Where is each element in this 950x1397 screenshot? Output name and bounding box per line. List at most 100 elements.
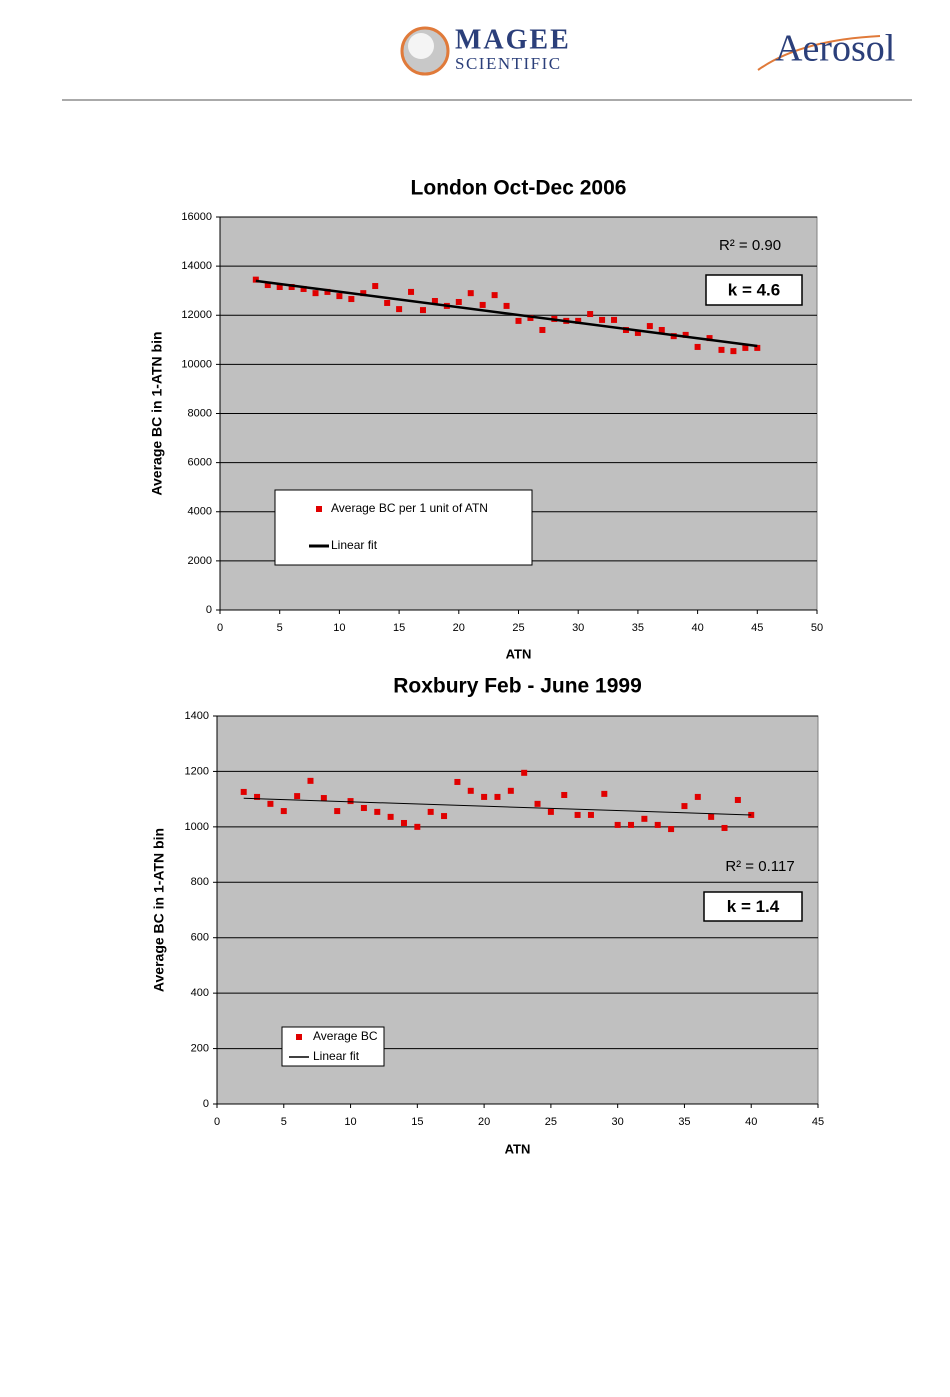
y-tick-label: 12000 <box>181 309 212 321</box>
data-point <box>336 293 343 300</box>
x-tick-label: 5 <box>281 1116 287 1128</box>
data-point <box>654 821 661 828</box>
data-point <box>334 808 341 815</box>
data-point <box>694 793 701 800</box>
data-point <box>507 787 514 794</box>
data-point <box>721 824 728 831</box>
data-point <box>455 298 462 305</box>
data-point <box>288 284 295 291</box>
x-tick-label: 20 <box>478 1116 490 1128</box>
data-point <box>521 769 528 776</box>
data-point <box>360 805 367 812</box>
y-tick-label: 0 <box>203 1098 209 1110</box>
legend-swatch <box>296 1034 302 1040</box>
data-point <box>441 813 448 820</box>
data-point <box>515 317 522 324</box>
data-point <box>254 793 261 800</box>
y-tick-label: 800 <box>191 876 209 888</box>
data-point <box>384 299 391 306</box>
data-point <box>267 800 274 807</box>
y-tick-label: 400 <box>191 987 209 999</box>
y-axis-label: Average BC in 1-ATN bin <box>151 828 167 992</box>
data-point <box>467 787 474 794</box>
data-point <box>574 811 581 818</box>
data-point <box>396 306 403 313</box>
y-tick-label: 14000 <box>181 260 212 272</box>
x-tick-label: 0 <box>214 1116 220 1128</box>
data-point <box>634 329 641 336</box>
data-point <box>641 815 648 822</box>
aerosol-swoosh <box>757 35 881 71</box>
data-point <box>646 323 653 330</box>
logo-text: MAGEE <box>455 24 571 55</box>
legend-label: Average BC per 1 unit of ATN <box>331 501 488 515</box>
x-tick-label: 25 <box>545 1116 557 1128</box>
fit-line <box>243 797 752 816</box>
data-point <box>575 317 582 324</box>
data-point <box>300 285 307 292</box>
data-point <box>307 777 314 784</box>
x-tick-label: 25 <box>512 622 524 634</box>
y-tick-label: 6000 <box>188 457 212 469</box>
x-tick-label: 50 <box>811 622 823 634</box>
data-point <box>479 301 486 308</box>
x-tick-label: 45 <box>751 622 763 634</box>
y-tick-label: 1400 <box>185 710 209 722</box>
x-tick-label: 15 <box>393 622 405 634</box>
legend <box>281 1026 385 1067</box>
data-point <box>668 826 675 833</box>
data-point <box>587 311 594 318</box>
data-point <box>706 335 713 342</box>
y-tick-label: 8000 <box>188 407 212 419</box>
y-tick-label: 2000 <box>188 555 212 567</box>
data-point <box>276 284 283 291</box>
data-point <box>372 283 379 290</box>
data-point <box>494 793 501 800</box>
legend <box>274 489 533 566</box>
data-point <box>400 819 407 826</box>
data-point <box>408 288 415 295</box>
data-point <box>708 813 715 820</box>
data-point <box>547 808 554 815</box>
data-point <box>628 821 635 828</box>
y-tick-label: 200 <box>191 1042 209 1054</box>
data-point <box>682 331 689 338</box>
x-tick-label: 10 <box>344 1116 356 1128</box>
data-point <box>491 292 498 299</box>
data-point <box>527 314 534 321</box>
x-tick-label: 0 <box>217 622 223 634</box>
x-tick-label: 10 <box>333 622 345 634</box>
data-point <box>503 302 510 309</box>
data-point <box>427 808 434 815</box>
data-point <box>264 282 271 289</box>
data-point <box>561 791 568 798</box>
data-point <box>324 288 331 295</box>
logo-text: SCIENTIFIC <box>455 54 562 73</box>
data-point <box>467 290 474 297</box>
data-point <box>431 298 438 305</box>
y-tick-label: 1200 <box>185 765 209 777</box>
data-point <box>280 808 287 815</box>
data-point <box>734 796 741 803</box>
y-tick-label: 10000 <box>181 358 212 370</box>
r-squared: R² = 0.90 <box>719 237 781 254</box>
y-tick-label: 1000 <box>185 821 209 833</box>
data-point <box>742 344 749 351</box>
y-tick-label: 4000 <box>188 506 212 518</box>
legend-swatch <box>316 506 322 512</box>
data-point <box>754 344 761 351</box>
y-tick-label: 0 <box>206 604 212 616</box>
k-box <box>705 274 803 306</box>
data-point <box>414 823 421 830</box>
r-squared: R² = 0.117 <box>725 858 794 875</box>
data-point <box>681 803 688 810</box>
chart-title: Roxbury Feb - June 1999 <box>393 675 642 698</box>
y-tick-label: 600 <box>191 932 209 944</box>
header: MAGEE SCIENTIFIC Aerosol <box>62 24 912 101</box>
data-point <box>587 811 594 818</box>
x-tick-label: 35 <box>632 622 644 634</box>
fit-line <box>255 279 758 348</box>
data-point <box>360 290 367 297</box>
x-tick-label: 30 <box>612 1116 624 1128</box>
